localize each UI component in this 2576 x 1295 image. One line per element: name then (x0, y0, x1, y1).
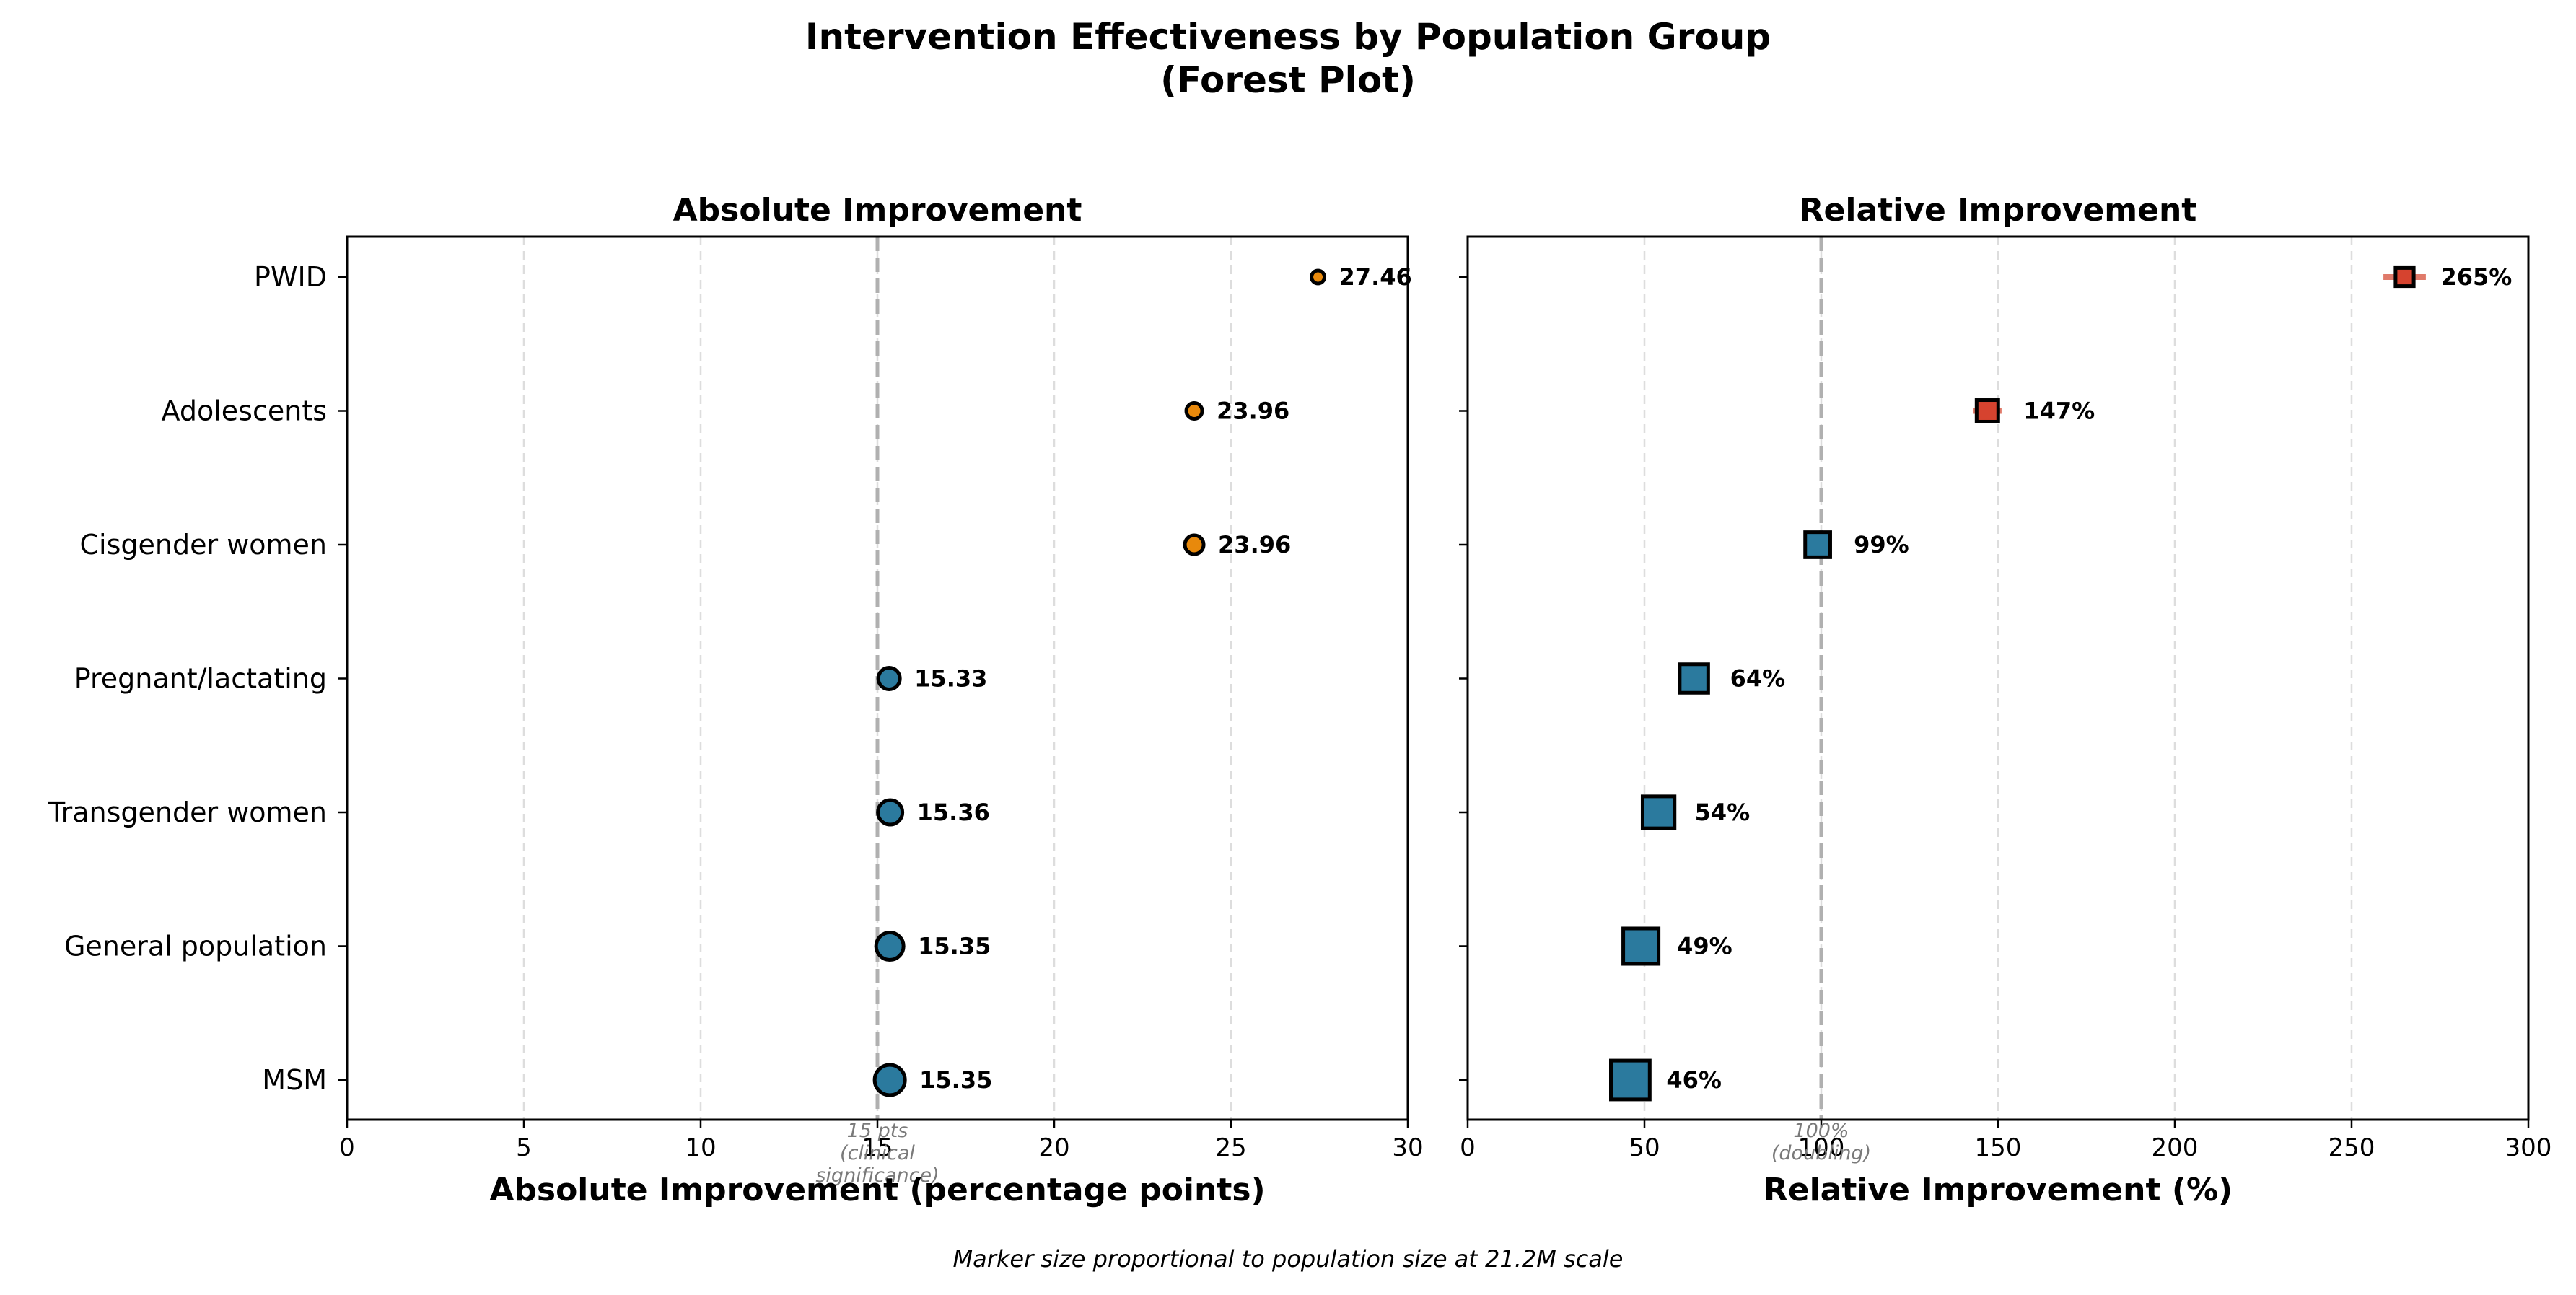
relative-improvement-panel: Relative Improvement 0 50 100 150 200 250 300 10… (1459, 192, 2551, 1208)
data-label: 54% (1695, 799, 1751, 826)
figure-title-line2: (Forest Plot) (1160, 59, 1416, 101)
x-tick-label: 15 (862, 1133, 893, 1162)
x-tick-label: 250 (2329, 1133, 2375, 1162)
y-tick-label: MSM (262, 1064, 327, 1096)
x-tick-label: 100 (1798, 1133, 1845, 1162)
data-label: 27.46 (1339, 263, 1412, 291)
reference-line-label: (clinical (840, 1142, 915, 1164)
x-tick-label: 300 (2505, 1133, 2552, 1162)
data-label: 265% (2441, 263, 2513, 291)
y-tick-label: General population (64, 931, 327, 962)
data-label: 15.33 (914, 665, 987, 693)
data-label: 15.35 (918, 933, 991, 960)
panel-title: Relative Improvement (1800, 192, 2197, 229)
reference-line-label: 15 pts (847, 1120, 908, 1142)
data-label: 23.96 (1218, 531, 1291, 558)
data-point-msm (1609, 1058, 1652, 1102)
x-tick-label: 0 (339, 1133, 355, 1162)
data-point-general-population (874, 931, 906, 962)
data-label: 49% (1677, 933, 1732, 960)
x-tick-label: 25 (1215, 1133, 1246, 1162)
x-tick-label: 200 (2152, 1133, 2199, 1162)
data-point-transgender-women (1640, 794, 1677, 830)
x-tick-label: 30 (1392, 1133, 1423, 1162)
data-point-msm (872, 1063, 907, 1097)
data-point-cisgender-women (1803, 530, 1832, 559)
y-tick-label: Cisgender women (80, 529, 327, 561)
data-point-adolescents (1184, 401, 1204, 421)
data-point-pwid (2393, 265, 2416, 289)
x-tick-label: 150 (1975, 1133, 2022, 1162)
data-point-transgender-women (876, 798, 905, 827)
x-tick-label: 0 (1460, 1133, 1476, 1162)
reference-line-label: (doubling) (1771, 1142, 1871, 1164)
reference-line-label: 100% (1793, 1120, 1849, 1142)
data-point-adolescents (1974, 398, 2000, 423)
data-label: 64% (1730, 665, 1786, 693)
reference-line-label: significance) (815, 1164, 939, 1187)
x-tick-label: 50 (1629, 1133, 1660, 1162)
footnote: Marker size proportional to population s… (953, 1245, 1624, 1273)
data-label: 147% (2023, 398, 2095, 425)
data-label: 46% (1666, 1066, 1722, 1094)
absolute-improvement-panel: Absolute Improvement 0 5 10 15 20 25 30 15 pts(c… (48, 192, 1424, 1208)
y-tick-label: Adolescents (162, 395, 327, 427)
data-point-general-population (1621, 926, 1661, 966)
data-point-pregnant-lactating (876, 666, 902, 691)
x-axis-label: Absolute Improvement (percentage points) (489, 1172, 1265, 1208)
x-axis-label: Relative Improvement (%) (1764, 1172, 2233, 1208)
data-label: 15.36 (917, 799, 990, 826)
data-label: 99% (1854, 531, 1909, 558)
data-label: 23.96 (1217, 398, 1289, 425)
y-tick-label: PWID (254, 261, 327, 293)
y-tick-label: Pregnant/lactating (74, 663, 327, 695)
x-tick-label: 20 (1038, 1133, 1069, 1162)
panel-title: Absolute Improvement (673, 192, 1082, 229)
data-point-pwid (1310, 268, 1327, 286)
x-tick-label: 5 (516, 1133, 532, 1162)
data-point-cisgender-women (1183, 533, 1206, 556)
data-label: 15.35 (919, 1066, 992, 1094)
figure-title-line1: Intervention Effectiveness by Population… (805, 16, 1771, 58)
y-tick-label: Transgender women (48, 796, 327, 828)
x-tick-label: 10 (685, 1133, 716, 1162)
data-point-pregnant-lactating (1678, 662, 1710, 695)
